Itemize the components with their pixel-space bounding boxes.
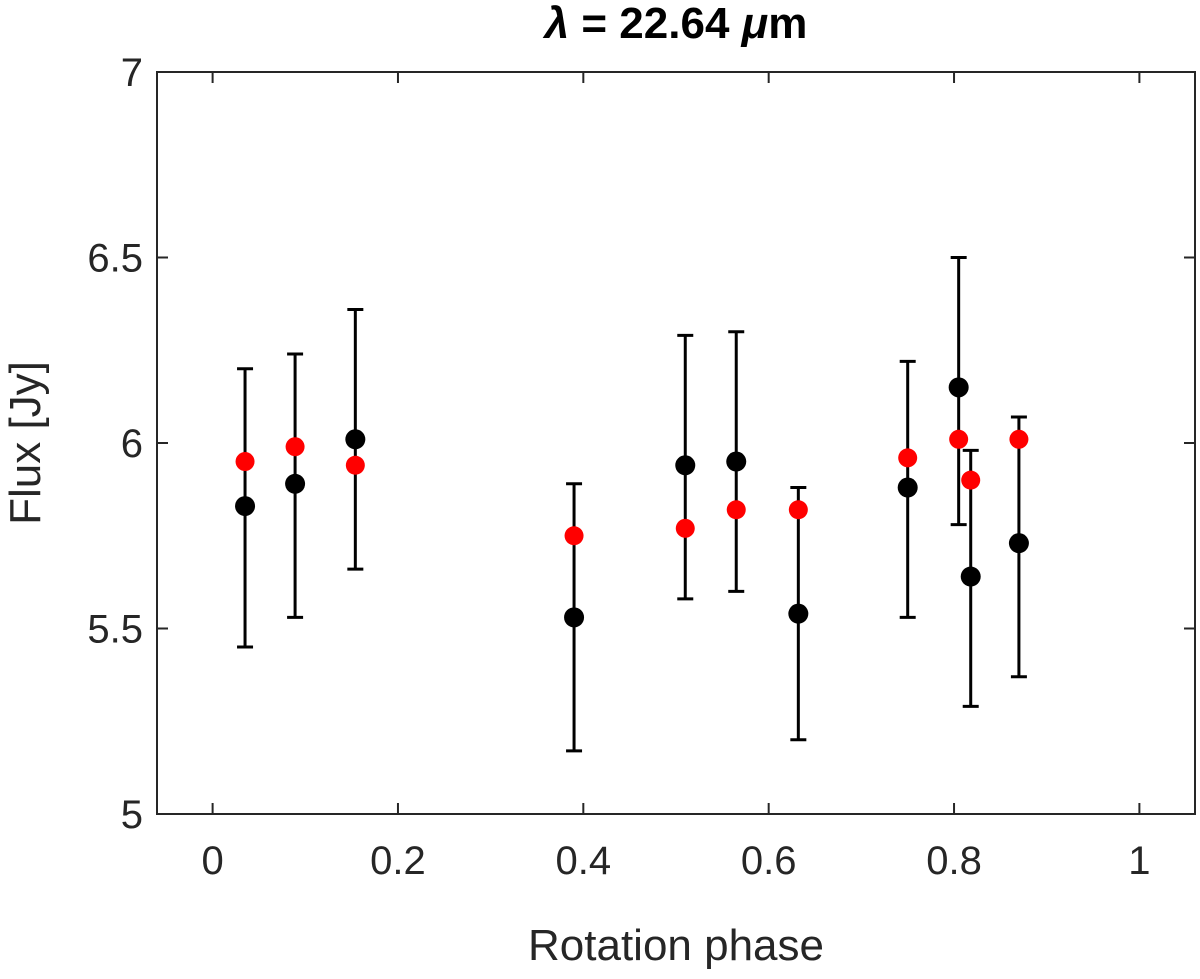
observed-point (788, 603, 809, 624)
model-point (788, 500, 808, 520)
model-point (564, 526, 584, 546)
model-points (235, 429, 1029, 546)
x-tick-label: 0.6 (741, 839, 797, 883)
observed-point (897, 477, 918, 498)
observed-points (235, 377, 1029, 628)
x-axis-ticks: 0 0.2 0.4 0.6 0.8 1 (201, 72, 1151, 883)
y-tick-label: 5 (121, 793, 143, 837)
chart-title: λ = 22.64 μm (543, 0, 808, 48)
error-bars (237, 256, 1027, 753)
model-point (1009, 429, 1029, 449)
y-axis-ticks: 5 5.5 6 6.5 7 (87, 51, 1195, 837)
observed-point (948, 377, 969, 398)
y-tick-label: 6.5 (87, 237, 143, 281)
model-point (949, 429, 969, 449)
observed-point (345, 429, 366, 450)
model-point (675, 518, 695, 538)
y-axis-label: Flux [Jy] (1, 361, 50, 525)
x-tick-label: 0 (201, 839, 223, 883)
x-axis-label: Rotation phase (528, 921, 824, 970)
x-tick-label: 0.8 (926, 839, 982, 883)
model-point (345, 455, 365, 475)
model-point (285, 437, 305, 457)
plot-frame (156, 71, 1196, 815)
observed-point (1008, 533, 1029, 554)
observed-point (726, 451, 747, 472)
x-tick-label: 0.2 (370, 839, 426, 883)
model-point (726, 500, 746, 520)
observed-point (285, 473, 306, 494)
y-tick-label: 7 (121, 51, 143, 95)
observed-point (675, 455, 696, 476)
y-tick-label: 5.5 (87, 608, 143, 652)
observed-point (960, 566, 981, 587)
model-point (961, 470, 981, 490)
x-tick-label: 0.4 (556, 839, 612, 883)
y-tick-label: 6 (121, 422, 143, 466)
observed-point (235, 496, 256, 517)
model-point (235, 452, 255, 472)
x-tick-label: 1 (1128, 839, 1150, 883)
model-point (898, 448, 918, 468)
observed-point (564, 607, 585, 628)
